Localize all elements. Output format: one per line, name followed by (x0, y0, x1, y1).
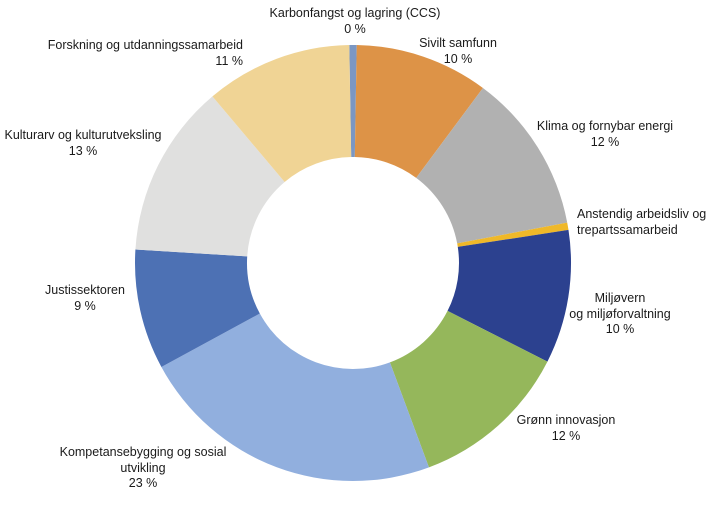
segment-label-text-line: trepartssamarbeid (577, 222, 678, 237)
segment-label-0: Karbonfangst og lagring (CCS) 0 % (270, 6, 441, 37)
segment-percent-label: 12 % (590, 134, 620, 149)
segment-label-text-line: Grønn innovasjon (516, 413, 616, 427)
segment-label-text-line: Karbonfangst og lagring (CCS) (269, 6, 441, 20)
pie-segment-8 (135, 96, 285, 257)
pie-segment-9 (212, 45, 352, 182)
segment-label-text-line: Kompetansebygging og sosial (59, 445, 227, 459)
pie-segment-5 (389, 310, 548, 468)
segment-label-1: Sivilt samfunn 10 % (419, 36, 497, 67)
segment-label-5: Grønn innovasjon 12 % (517, 413, 616, 444)
segment-label-text-line: utvikling (120, 460, 166, 475)
segment-percent-label: 11 % (215, 53, 243, 68)
pie-segment-3 (457, 222, 569, 247)
segment-label-text-line: Miljøvern (594, 291, 646, 305)
segment-percent-label: 10 % (605, 322, 635, 336)
segment-percent-label: 10 % (443, 51, 473, 66)
segment-label-text-line: Sivilt samfunn (419, 36, 497, 50)
pie-segment-4 (447, 229, 572, 362)
pie-segment-6 (161, 313, 429, 482)
segment-label-6: Kompetansebygging og sosial utvikling 23 % (60, 445, 227, 492)
segment-label-text-line: Forskning og utdanningssamarbeid (47, 38, 243, 52)
segment-percent-label: 0 % (344, 21, 366, 36)
segment-percent-label: 9 % (74, 298, 96, 313)
segment-label-9: Forskning og utdanningssamarbeid 11 % (48, 38, 243, 69)
segment-label-text-line: Klima og fornybar energi (536, 119, 674, 133)
segment-percent-label: 12 % (551, 428, 581, 443)
segment-label-text-line: Anstendig arbeidsliv og (577, 207, 707, 221)
pie-segment-0 (349, 44, 357, 158)
segment-label-text-line: Justissektoren (45, 283, 125, 297)
segment-label-4: Miljøvern og miljøforvaltning 10 % (569, 291, 670, 338)
pie-segment-7 (134, 249, 260, 367)
segment-percent-label: 23 % (128, 476, 158, 490)
segment-percent-label: 13 % (68, 143, 98, 158)
segment-label-text-line: og miljøforvaltning (569, 306, 671, 321)
segment-label-8: Kulturarv og kulturutveksling 13 % (4, 128, 161, 159)
pie-segment-1 (354, 45, 483, 178)
segment-label-text-line: Kulturarv og kulturutveksling (4, 128, 162, 142)
pie-segment-2 (416, 87, 568, 244)
segment-label-3: Anstendig arbeidsliv og trepartssamarbeid (577, 207, 706, 238)
segment-label-7: Justissektoren 9 % (45, 283, 125, 314)
segment-label-2: Klima og fornybar energi 12 % (537, 119, 673, 150)
